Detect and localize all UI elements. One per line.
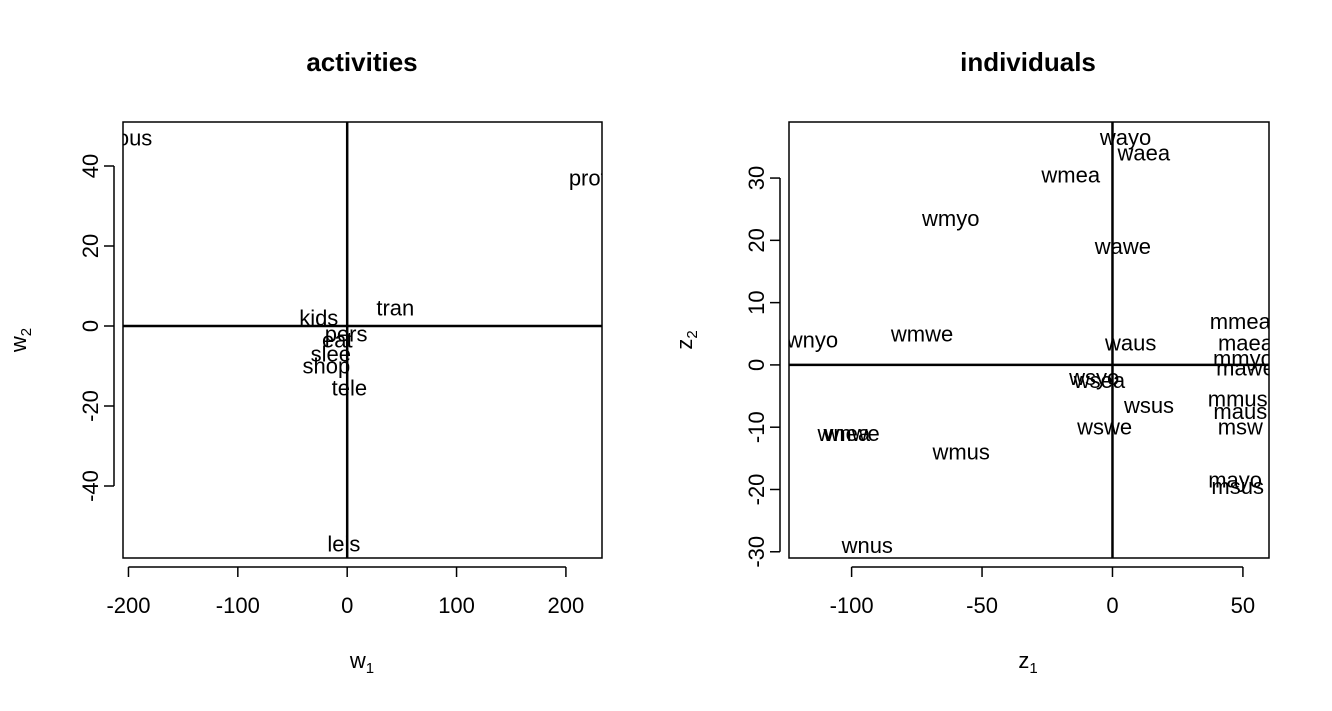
individuals-point-label: mawe — [1216, 356, 1275, 381]
activities-title: activities — [306, 47, 417, 77]
activities-x-tick-label: 200 — [548, 593, 585, 618]
individuals-point-label: wmus — [931, 440, 989, 465]
individuals-point-label: wayo — [1099, 125, 1151, 150]
activities-point-label: tran — [376, 296, 414, 321]
individuals-point-label: wawe — [1094, 234, 1151, 259]
individuals-point-label: msw — [1218, 415, 1263, 440]
individuals-point-label: wsea — [1073, 368, 1126, 393]
individuals-point-label: wswe — [1076, 415, 1132, 440]
individuals-y-tick-label: -30 — [744, 536, 769, 568]
individuals-y-tick-label: 20 — [744, 228, 769, 252]
individuals-point-label: wmea — [1040, 162, 1100, 187]
individuals-point-label: waea — [1116, 141, 1170, 166]
individuals-point-label: maea — [1218, 331, 1274, 356]
individuals-point-label: mmea — [1210, 309, 1272, 334]
individuals-point-label: waus — [1104, 331, 1156, 356]
individuals-y-tick-label: 0 — [744, 359, 769, 371]
activities-point-label: pers — [325, 322, 368, 347]
individuals-point-label: wsyo — [1068, 365, 1119, 390]
individuals-y-tick-label: 30 — [744, 166, 769, 190]
individuals-point-label: mmus — [1208, 387, 1268, 412]
individuals-x-axis-label: z1 — [1018, 648, 1037, 677]
activities-point-label: tele — [332, 376, 367, 401]
activities-point-label: hous — [105, 126, 153, 151]
individuals-point-label: wsus — [1123, 393, 1174, 418]
individuals-point-label: wmyo — [921, 206, 979, 231]
activities-point-label: slee — [311, 342, 351, 367]
individuals-title: individuals — [960, 47, 1096, 77]
individuals-point-label: msus — [1211, 474, 1264, 499]
activities-point-label: prof — [569, 166, 608, 191]
individuals-x-tick-label: -100 — [830, 593, 874, 618]
individuals-point-label: wmwe — [890, 321, 953, 346]
individuals-point-label: maus — [1213, 399, 1267, 424]
individuals-x-tick-label: 50 — [1231, 593, 1255, 618]
activities-y-tick-label: 0 — [78, 320, 103, 332]
individuals-point-label: wnyo — [786, 328, 838, 353]
activities-x-tick-label: -200 — [106, 593, 150, 618]
individuals-point-label: wnea — [816, 421, 870, 446]
individuals-panel: individuals z1 z2 -100 -50 0 50-30-20-10010… — [672, 47, 1275, 677]
activities-x-tick-label: 100 — [438, 593, 475, 618]
individuals-plot-frame — [788, 121, 1270, 559]
individuals-y-tick-label: 10 — [744, 290, 769, 314]
activities-x-tick-label: -100 — [216, 593, 260, 618]
individuals-y-tick-label: -20 — [744, 474, 769, 506]
activities-y-tick-label: -20 — [78, 390, 103, 422]
individuals-point-label: wnwe — [822, 421, 879, 446]
activities-y-tick-label: 40 — [78, 154, 103, 178]
activities-point-label: shop — [303, 354, 351, 379]
individuals-x-tick-label: -50 — [966, 593, 998, 618]
activities-panel: activities w1 w2 -200 -100 0 100 200-40-2002… — [6, 47, 608, 677]
individuals-point-label: mayo — [1208, 468, 1262, 493]
activities-x-tick-label: 0 — [341, 593, 353, 618]
individuals-y-axis-label: z2 — [672, 330, 701, 349]
individuals-point-label: mmyo — [1213, 346, 1273, 371]
individuals-y-tick-label: -10 — [744, 411, 769, 443]
activities-x-axis-label: w1 — [349, 648, 374, 677]
individuals-x-tick-label: 0 — [1106, 593, 1118, 618]
activities-point-label: leis — [327, 532, 360, 557]
activities-y-tick-label: -40 — [78, 470, 103, 502]
activities-point-label: eat — [322, 328, 353, 353]
activities-y-axis-label: w2 — [6, 328, 35, 353]
activities-point-label: kids — [299, 306, 338, 331]
activities-plot-frame — [122, 121, 603, 559]
individuals-point-label: wnus — [841, 533, 893, 558]
activities-y-tick-label: 20 — [78, 234, 103, 258]
